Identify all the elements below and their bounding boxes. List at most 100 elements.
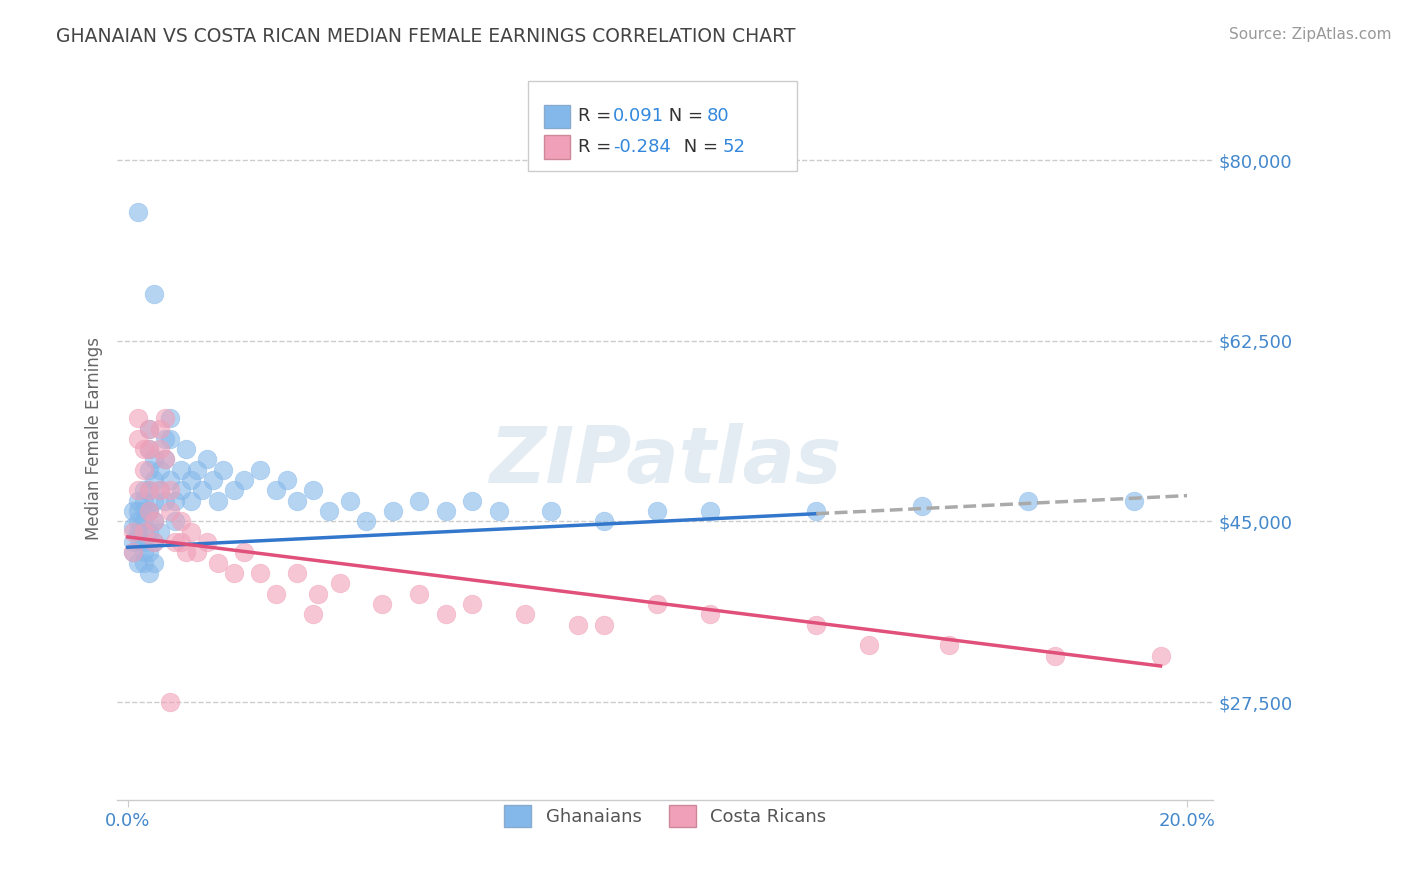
- Point: [264, 483, 287, 498]
- Point: [165, 493, 187, 508]
- Point: [180, 524, 202, 539]
- Point: [647, 504, 669, 518]
- Point: [233, 473, 256, 487]
- Point: [143, 515, 166, 529]
- Point: [170, 535, 193, 549]
- Point: [159, 504, 181, 518]
- Point: [148, 463, 170, 477]
- Text: R =: R =: [578, 107, 617, 125]
- Point: [699, 504, 721, 518]
- Point: [318, 504, 340, 518]
- Point: [165, 535, 187, 549]
- Text: N =: N =: [664, 107, 709, 125]
- Point: [122, 504, 145, 518]
- Point: [180, 493, 202, 508]
- FancyBboxPatch shape: [529, 81, 797, 171]
- Point: [174, 442, 197, 457]
- Text: -0.284: -0.284: [613, 138, 671, 156]
- Point: [567, 617, 589, 632]
- Point: [138, 442, 160, 457]
- FancyBboxPatch shape: [544, 104, 569, 128]
- Point: [127, 515, 149, 529]
- Point: [159, 483, 181, 498]
- Point: [1043, 648, 1066, 663]
- Point: [127, 504, 149, 518]
- Point: [186, 463, 208, 477]
- Point: [513, 607, 536, 622]
- Point: [138, 504, 160, 518]
- Point: [132, 463, 155, 477]
- Text: 52: 52: [723, 138, 745, 156]
- Point: [174, 545, 197, 559]
- Point: [132, 524, 155, 539]
- Point: [159, 473, 181, 487]
- Point: [127, 483, 149, 498]
- Point: [938, 638, 960, 652]
- Point: [138, 463, 160, 477]
- Point: [806, 504, 828, 518]
- Point: [540, 504, 562, 518]
- Point: [132, 483, 155, 498]
- Point: [170, 463, 193, 477]
- Point: [148, 524, 170, 539]
- Point: [153, 452, 176, 467]
- Point: [207, 493, 229, 508]
- Point: [127, 204, 149, 219]
- Point: [249, 566, 271, 580]
- Point: [276, 473, 298, 487]
- Point: [127, 524, 149, 539]
- Point: [911, 499, 934, 513]
- FancyBboxPatch shape: [544, 136, 569, 159]
- Point: [186, 545, 208, 559]
- Point: [249, 463, 271, 477]
- Point: [143, 473, 166, 487]
- Point: [408, 587, 430, 601]
- Point: [153, 452, 176, 467]
- Text: 0.091: 0.091: [613, 107, 664, 125]
- Point: [195, 452, 218, 467]
- Point: [127, 432, 149, 446]
- Point: [302, 483, 325, 498]
- Legend: Ghanaians, Costa Ricans: Ghanaians, Costa Ricans: [498, 798, 834, 835]
- Point: [165, 515, 187, 529]
- Text: N =: N =: [679, 138, 724, 156]
- Point: [148, 421, 170, 435]
- Point: [132, 556, 155, 570]
- Point: [122, 524, 145, 539]
- Point: [127, 530, 149, 544]
- Point: [143, 515, 166, 529]
- Point: [122, 519, 145, 533]
- Point: [138, 483, 160, 498]
- Point: [170, 515, 193, 529]
- Point: [148, 442, 170, 457]
- Point: [138, 483, 160, 498]
- Point: [461, 597, 484, 611]
- Point: [1017, 493, 1039, 508]
- Point: [339, 493, 361, 508]
- Point: [593, 515, 616, 529]
- Point: [132, 535, 155, 549]
- Point: [434, 607, 457, 622]
- Point: [1149, 648, 1171, 663]
- Point: [138, 442, 160, 457]
- Point: [132, 524, 155, 539]
- Point: [307, 587, 329, 601]
- Point: [122, 545, 145, 559]
- Point: [138, 504, 160, 518]
- Point: [191, 483, 214, 498]
- Point: [143, 556, 166, 570]
- Point: [408, 493, 430, 508]
- Point: [138, 421, 160, 435]
- Point: [1123, 493, 1146, 508]
- Point: [143, 535, 166, 549]
- Point: [132, 493, 155, 508]
- Point: [285, 566, 308, 580]
- Point: [699, 607, 721, 622]
- Point: [159, 432, 181, 446]
- Point: [143, 535, 166, 549]
- Point: [488, 504, 510, 518]
- Point: [153, 411, 176, 425]
- Point: [122, 535, 145, 549]
- Text: ZIPatlas: ZIPatlas: [489, 423, 841, 499]
- Point: [127, 493, 149, 508]
